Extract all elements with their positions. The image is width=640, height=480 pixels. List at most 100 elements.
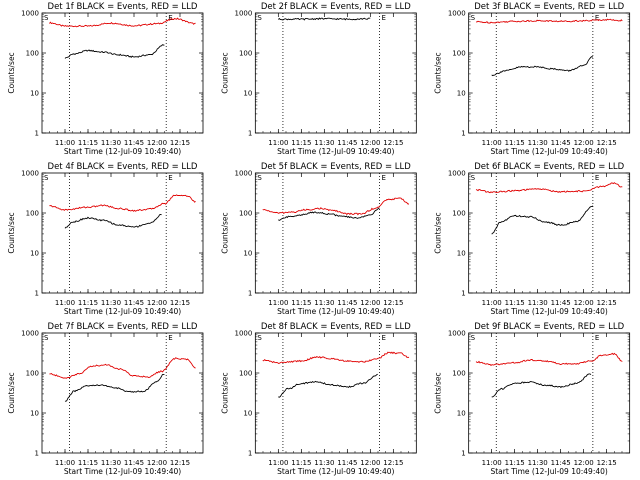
start-marker: S bbox=[44, 334, 49, 342]
events-series-line bbox=[277, 17, 371, 21]
x-tick-label: 11:30 bbox=[528, 459, 548, 467]
end-marker: E bbox=[168, 334, 172, 342]
chart-panel-3: Det 3f BLACK = Events, RED = LLD 1 10 100 10… bbox=[434, 2, 631, 156]
chart-panel-6: Det 6f BLACK = Events, RED = LLD 1 10 100 10… bbox=[434, 162, 631, 316]
y-tick-label: 1000 bbox=[21, 10, 39, 18]
x-tick-label: 11:00 bbox=[482, 299, 502, 307]
lld-series-line bbox=[262, 197, 409, 216]
x-tick-label: 11:00 bbox=[268, 459, 288, 467]
x-tick-label: 12:00 bbox=[574, 299, 594, 307]
x-tick-label: 11:15 bbox=[291, 139, 311, 147]
chart-panel-5: Det 5f BLACK = Events, RED = LLD 1 10 100 10… bbox=[220, 162, 417, 316]
x-tick-label: 11:45 bbox=[124, 299, 144, 307]
x-tick-label: 11:45 bbox=[551, 139, 571, 147]
chart-panel-8: Det 8f BLACK = Events, RED = LLD 1 10 100 10… bbox=[220, 322, 417, 476]
lld-series-line bbox=[476, 18, 623, 24]
chart-title: Det 8f BLACK = Events, RED = LLD bbox=[261, 322, 411, 332]
x-tick-label: 12:15 bbox=[383, 299, 403, 307]
events-series-line bbox=[278, 373, 378, 398]
chart-title: Det 3f BLACK = Events, RED = LLD bbox=[474, 2, 624, 12]
y-tick-label: 1 bbox=[35, 130, 39, 138]
x-axis-label: Start Time (12-Jul-09 10:49:40) bbox=[490, 307, 607, 316]
lld-series-line bbox=[475, 352, 623, 366]
end-marker: E bbox=[595, 334, 599, 342]
y-tick-label: 100 bbox=[452, 50, 465, 58]
plot-frame bbox=[468, 172, 631, 294]
x-tick-label: 12:15 bbox=[383, 459, 403, 467]
x-tick-label: 11:30 bbox=[314, 139, 334, 147]
x-tick-label: 12:15 bbox=[597, 139, 617, 147]
plot-frame bbox=[468, 12, 631, 134]
x-tick-label: 12:00 bbox=[147, 459, 167, 467]
x-tick-label: 11:45 bbox=[337, 139, 357, 147]
x-tick-label: 11:30 bbox=[101, 459, 121, 467]
y-tick-label: 1 bbox=[248, 450, 252, 458]
x-tick-label: 11:45 bbox=[551, 459, 571, 467]
plot-frame bbox=[254, 12, 417, 134]
x-tick-label: 12:00 bbox=[574, 139, 594, 147]
y-tick-label: 10 bbox=[243, 250, 252, 258]
end-marker: E bbox=[168, 14, 172, 22]
chart-panel-9: Det 9f BLACK = Events, RED = LLD 1 10 100 10… bbox=[434, 322, 631, 476]
y-tick-label: 10 bbox=[30, 250, 39, 258]
x-tick-label: 12:00 bbox=[147, 139, 167, 147]
lld-series-line bbox=[262, 351, 410, 365]
y-tick-label: 100 bbox=[239, 370, 252, 378]
start-marker: S bbox=[471, 174, 476, 182]
x-tick-label: 11:00 bbox=[55, 299, 75, 307]
x-tick-label: 11:15 bbox=[78, 139, 98, 147]
y-tick-label: 1 bbox=[461, 290, 465, 298]
x-tick-label: 11:45 bbox=[337, 299, 357, 307]
start-marker: S bbox=[257, 14, 262, 22]
x-tick-label: 12:00 bbox=[360, 139, 380, 147]
x-axis-label: Start Time (12-Jul-09 10:49:40) bbox=[277, 467, 394, 476]
x-axis-label: Start Time (12-Jul-09 10:49:40) bbox=[64, 147, 181, 156]
end-marker: E bbox=[595, 14, 599, 22]
x-tick-label: 11:45 bbox=[551, 299, 571, 307]
start-marker: S bbox=[471, 14, 476, 22]
start-marker: S bbox=[257, 334, 262, 342]
y-tick-label: 10 bbox=[30, 410, 39, 418]
y-axis-label: Counts/sec bbox=[220, 52, 229, 93]
x-tick-label: 11:00 bbox=[55, 459, 75, 467]
events-series-line bbox=[491, 55, 594, 77]
y-axis-label: Counts/sec bbox=[434, 212, 443, 253]
chart-title: Det 1f BLACK = Events, RED = LLD bbox=[48, 2, 198, 12]
y-axis-label: Counts/sec bbox=[7, 372, 16, 413]
x-tick-label: 11:00 bbox=[55, 139, 75, 147]
x-tick-label: 12:15 bbox=[170, 299, 190, 307]
y-tick-label: 100 bbox=[452, 370, 465, 378]
y-tick-label: 10 bbox=[457, 250, 466, 258]
y-tick-label: 1000 bbox=[448, 10, 466, 18]
y-tick-label: 10 bbox=[243, 410, 252, 418]
y-tick-label: 1 bbox=[35, 290, 39, 298]
y-axis-label: Counts/sec bbox=[7, 52, 16, 93]
y-tick-label: 1000 bbox=[448, 330, 466, 338]
y-tick-label: 10 bbox=[30, 90, 39, 98]
y-tick-label: 1 bbox=[461, 130, 465, 138]
y-axis-label: Counts/sec bbox=[434, 52, 443, 93]
x-tick-label: 11:00 bbox=[482, 139, 502, 147]
start-marker: S bbox=[44, 174, 49, 182]
y-tick-label: 1 bbox=[248, 290, 252, 298]
chart-title: Det 2f BLACK = Events, RED = LLD bbox=[261, 2, 411, 12]
y-tick-label: 1000 bbox=[235, 10, 253, 18]
x-tick-label: 11:30 bbox=[528, 139, 548, 147]
end-marker: E bbox=[382, 334, 386, 342]
x-tick-label: 11:45 bbox=[124, 459, 144, 467]
x-tick-label: 12:15 bbox=[170, 139, 190, 147]
x-tick-label: 12:00 bbox=[360, 459, 380, 467]
x-tick-label: 11:45 bbox=[337, 459, 357, 467]
x-tick-label: 11:00 bbox=[268, 139, 288, 147]
x-tick-label: 11:15 bbox=[78, 299, 98, 307]
x-tick-label: 12:15 bbox=[597, 459, 617, 467]
start-marker: S bbox=[44, 14, 49, 22]
chart-panel-4: Det 4f BLACK = Events, RED = LLD 1 10 100 10… bbox=[7, 162, 204, 316]
start-marker: S bbox=[257, 174, 262, 182]
x-axis-label: Start Time (12-Jul-09 10:49:40) bbox=[277, 307, 394, 316]
x-tick-label: 12:15 bbox=[597, 299, 617, 307]
plot-frame bbox=[41, 172, 204, 294]
x-axis-label: Start Time (12-Jul-09 10:49:40) bbox=[490, 147, 607, 156]
chart-panel-7: Det 7f BLACK = Events, RED = LLD 1 10 100 10… bbox=[7, 322, 204, 476]
